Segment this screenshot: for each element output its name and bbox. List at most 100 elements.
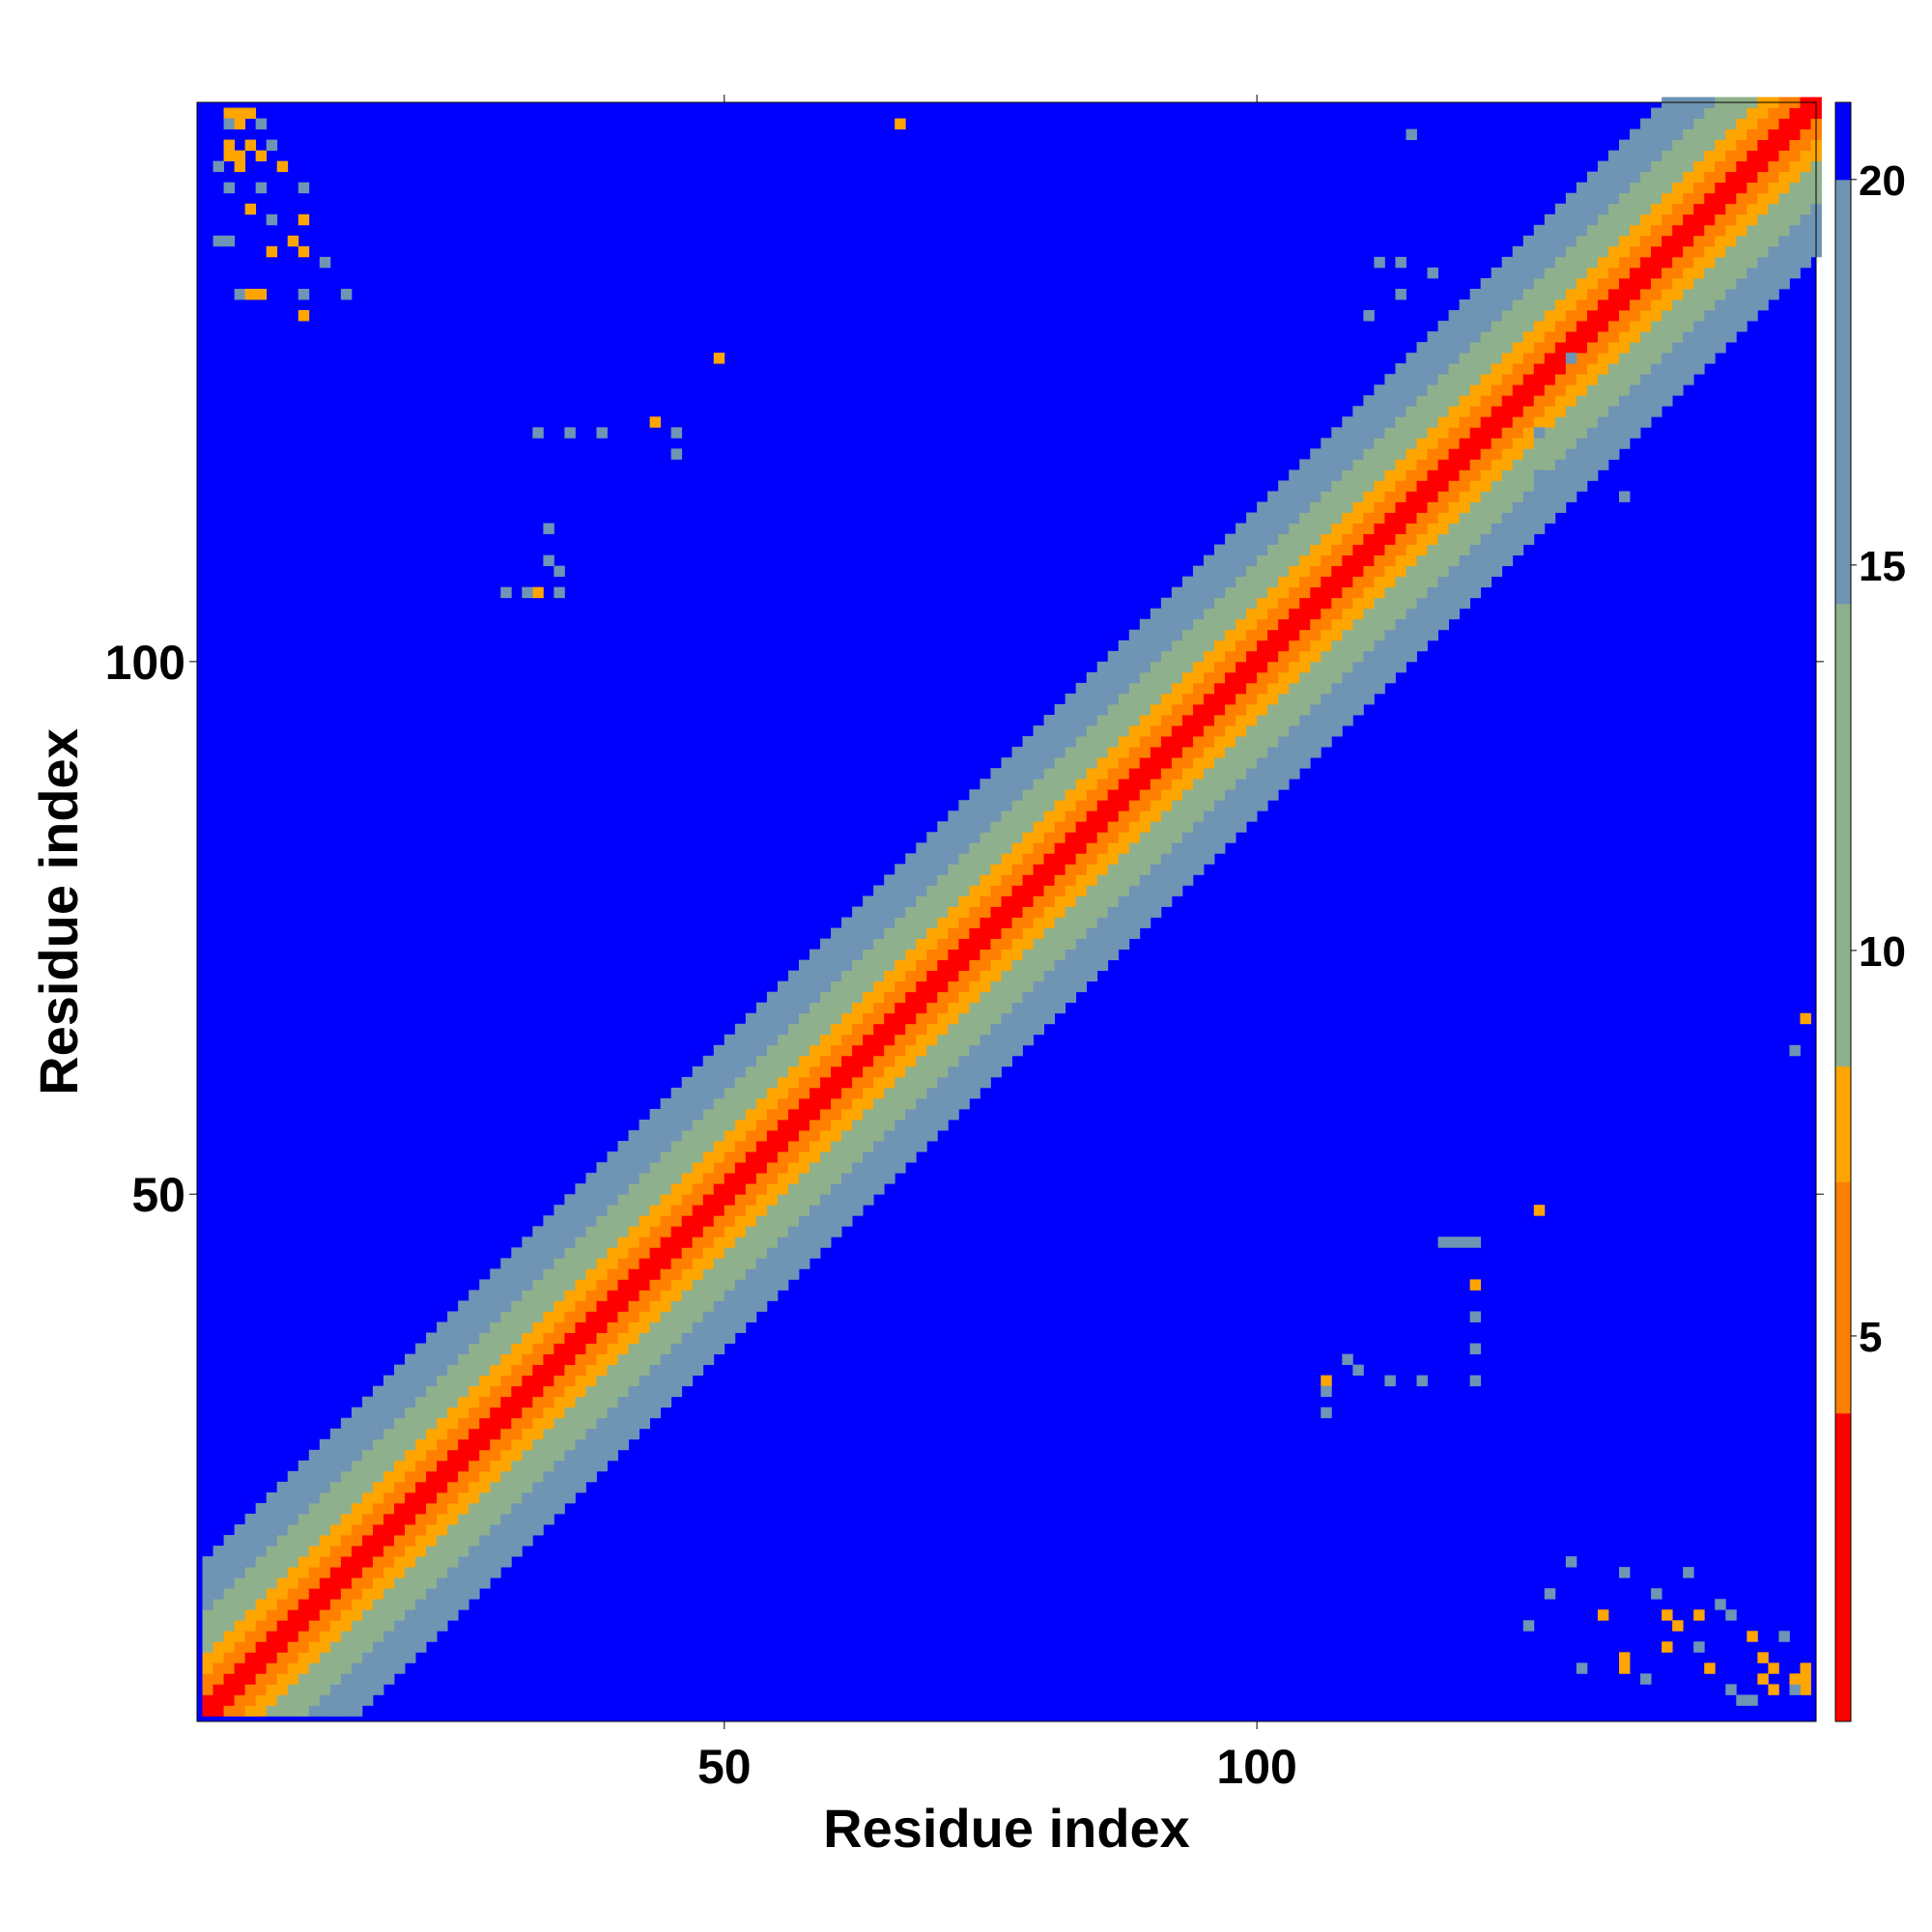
heatmap-cell <box>1651 406 1662 417</box>
heatmap-cell <box>1352 650 1364 663</box>
heatmap-cell <box>798 1087 810 1099</box>
heatmap-cell <box>1043 768 1056 780</box>
heatmap-cell <box>1491 395 1503 407</box>
heatmap-cell <box>372 1535 384 1547</box>
heatmap-cell <box>564 1396 576 1408</box>
heatmap-contact-cell <box>234 160 246 173</box>
heatmap-cell <box>522 1290 533 1301</box>
heatmap-cell <box>1331 608 1343 620</box>
heatmap-cell <box>873 1183 885 1195</box>
heatmap-cell <box>1736 171 1747 184</box>
heatmap-cell <box>1278 629 1290 641</box>
heatmap-cell <box>905 1097 917 1110</box>
heatmap-cell <box>1225 554 1236 567</box>
heatmap-cell <box>1225 586 1236 599</box>
heatmap-cell <box>1683 374 1694 385</box>
heatmap-cell <box>1236 768 1247 780</box>
heatmap-cell <box>266 1662 278 1674</box>
heatmap-cell <box>319 1641 331 1653</box>
heatmap-cell <box>1011 917 1023 928</box>
heatmap-cell <box>532 1492 544 1504</box>
heatmap-cell <box>596 1247 608 1259</box>
heatmap-cell <box>437 1406 448 1419</box>
heatmap-cell <box>1469 288 1482 300</box>
heatmap-cell <box>1374 586 1385 599</box>
heatmap-cell <box>1427 342 1438 354</box>
heatmap-cell <box>543 1375 554 1387</box>
heatmap-cell <box>266 1513 278 1525</box>
heatmap-cell <box>564 1428 576 1440</box>
heatmap-cell <box>798 991 810 1004</box>
heatmap-cell <box>479 1492 491 1504</box>
heatmap-cell <box>1459 374 1471 385</box>
heatmap-cell <box>1171 618 1183 631</box>
heatmap-cell <box>308 1492 321 1504</box>
heatmap-cell <box>1310 650 1321 663</box>
heatmap-cell <box>447 1481 459 1493</box>
heatmap-cell <box>1257 757 1268 769</box>
heatmap-cell <box>1459 469 1471 481</box>
heatmap-cell <box>490 1417 501 1430</box>
heatmap-cell <box>361 1556 374 1568</box>
heatmap-contact-cell <box>1321 1375 1332 1387</box>
heatmap-cell <box>1289 736 1300 748</box>
heatmap-contact-cell <box>1321 1406 1332 1419</box>
heatmap-cell <box>1299 459 1311 470</box>
heatmap-cell <box>1321 608 1332 620</box>
heatmap-cell <box>1236 629 1247 641</box>
heatmap-cell <box>1363 438 1375 449</box>
heatmap-cell <box>777 1097 789 1110</box>
heatmap-cell <box>895 1108 906 1121</box>
heatmap-cell <box>1192 682 1205 695</box>
heatmap-cell <box>873 1065 885 1078</box>
heatmap-cell <box>1075 821 1088 833</box>
heatmap-cell <box>1139 768 1151 780</box>
heatmap-cell <box>223 1588 235 1600</box>
heatmap-cell <box>1619 321 1631 332</box>
heatmap-contact-cell <box>1768 1684 1779 1695</box>
heatmap-cell <box>1054 821 1066 833</box>
heatmap-cell <box>554 1385 565 1398</box>
heatmap-cell <box>543 1247 554 1259</box>
heatmap-cell <box>1565 235 1577 247</box>
heatmap-cell <box>787 1141 800 1152</box>
heatmap-cell <box>1225 768 1236 780</box>
heatmap-cell <box>863 1151 874 1163</box>
heatmap-cell <box>490 1492 501 1504</box>
heatmap-cell <box>1139 747 1151 758</box>
heatmap-cell <box>596 1396 608 1408</box>
heatmap-cell <box>1501 331 1514 343</box>
heatmap-contact-cell <box>213 160 224 173</box>
heatmap-cell <box>1299 576 1311 588</box>
heatmap-cell <box>319 1449 331 1462</box>
heatmap-cell <box>755 1120 768 1131</box>
heatmap-cell <box>575 1226 586 1237</box>
heatmap-cell <box>1469 554 1482 567</box>
heatmap-cell <box>692 1141 704 1152</box>
heatmap-cell <box>1725 107 1737 119</box>
heatmap-cell <box>1597 353 1609 364</box>
heatmap-cell <box>607 1311 618 1322</box>
heatmap-cell <box>1001 1044 1012 1057</box>
heatmap-cell <box>1128 885 1141 896</box>
heatmap-cell <box>1651 245 1662 258</box>
heatmap-cell <box>1778 160 1790 173</box>
heatmap-cell <box>361 1641 374 1653</box>
heatmap-contact-cell <box>298 288 310 300</box>
heatmap-cell <box>1427 565 1438 578</box>
heatmap-cell <box>1533 256 1546 269</box>
heatmap-cell <box>1321 725 1332 737</box>
heatmap-cell <box>1075 800 1088 811</box>
heatmap-cell <box>863 1087 874 1099</box>
heatmap-cell <box>1544 480 1556 492</box>
heatmap-cell <box>905 1151 917 1163</box>
heatmap-cell <box>681 1141 694 1152</box>
heatmap-cell <box>1160 895 1173 907</box>
heatmap-cell <box>479 1417 491 1430</box>
heatmap-cell <box>1075 736 1088 748</box>
heatmap-cell <box>1459 438 1471 449</box>
heatmap-cell <box>1181 639 1194 652</box>
heatmap-cell <box>766 1065 779 1078</box>
heatmap-cell <box>372 1662 384 1674</box>
heatmap-cell <box>511 1290 523 1301</box>
